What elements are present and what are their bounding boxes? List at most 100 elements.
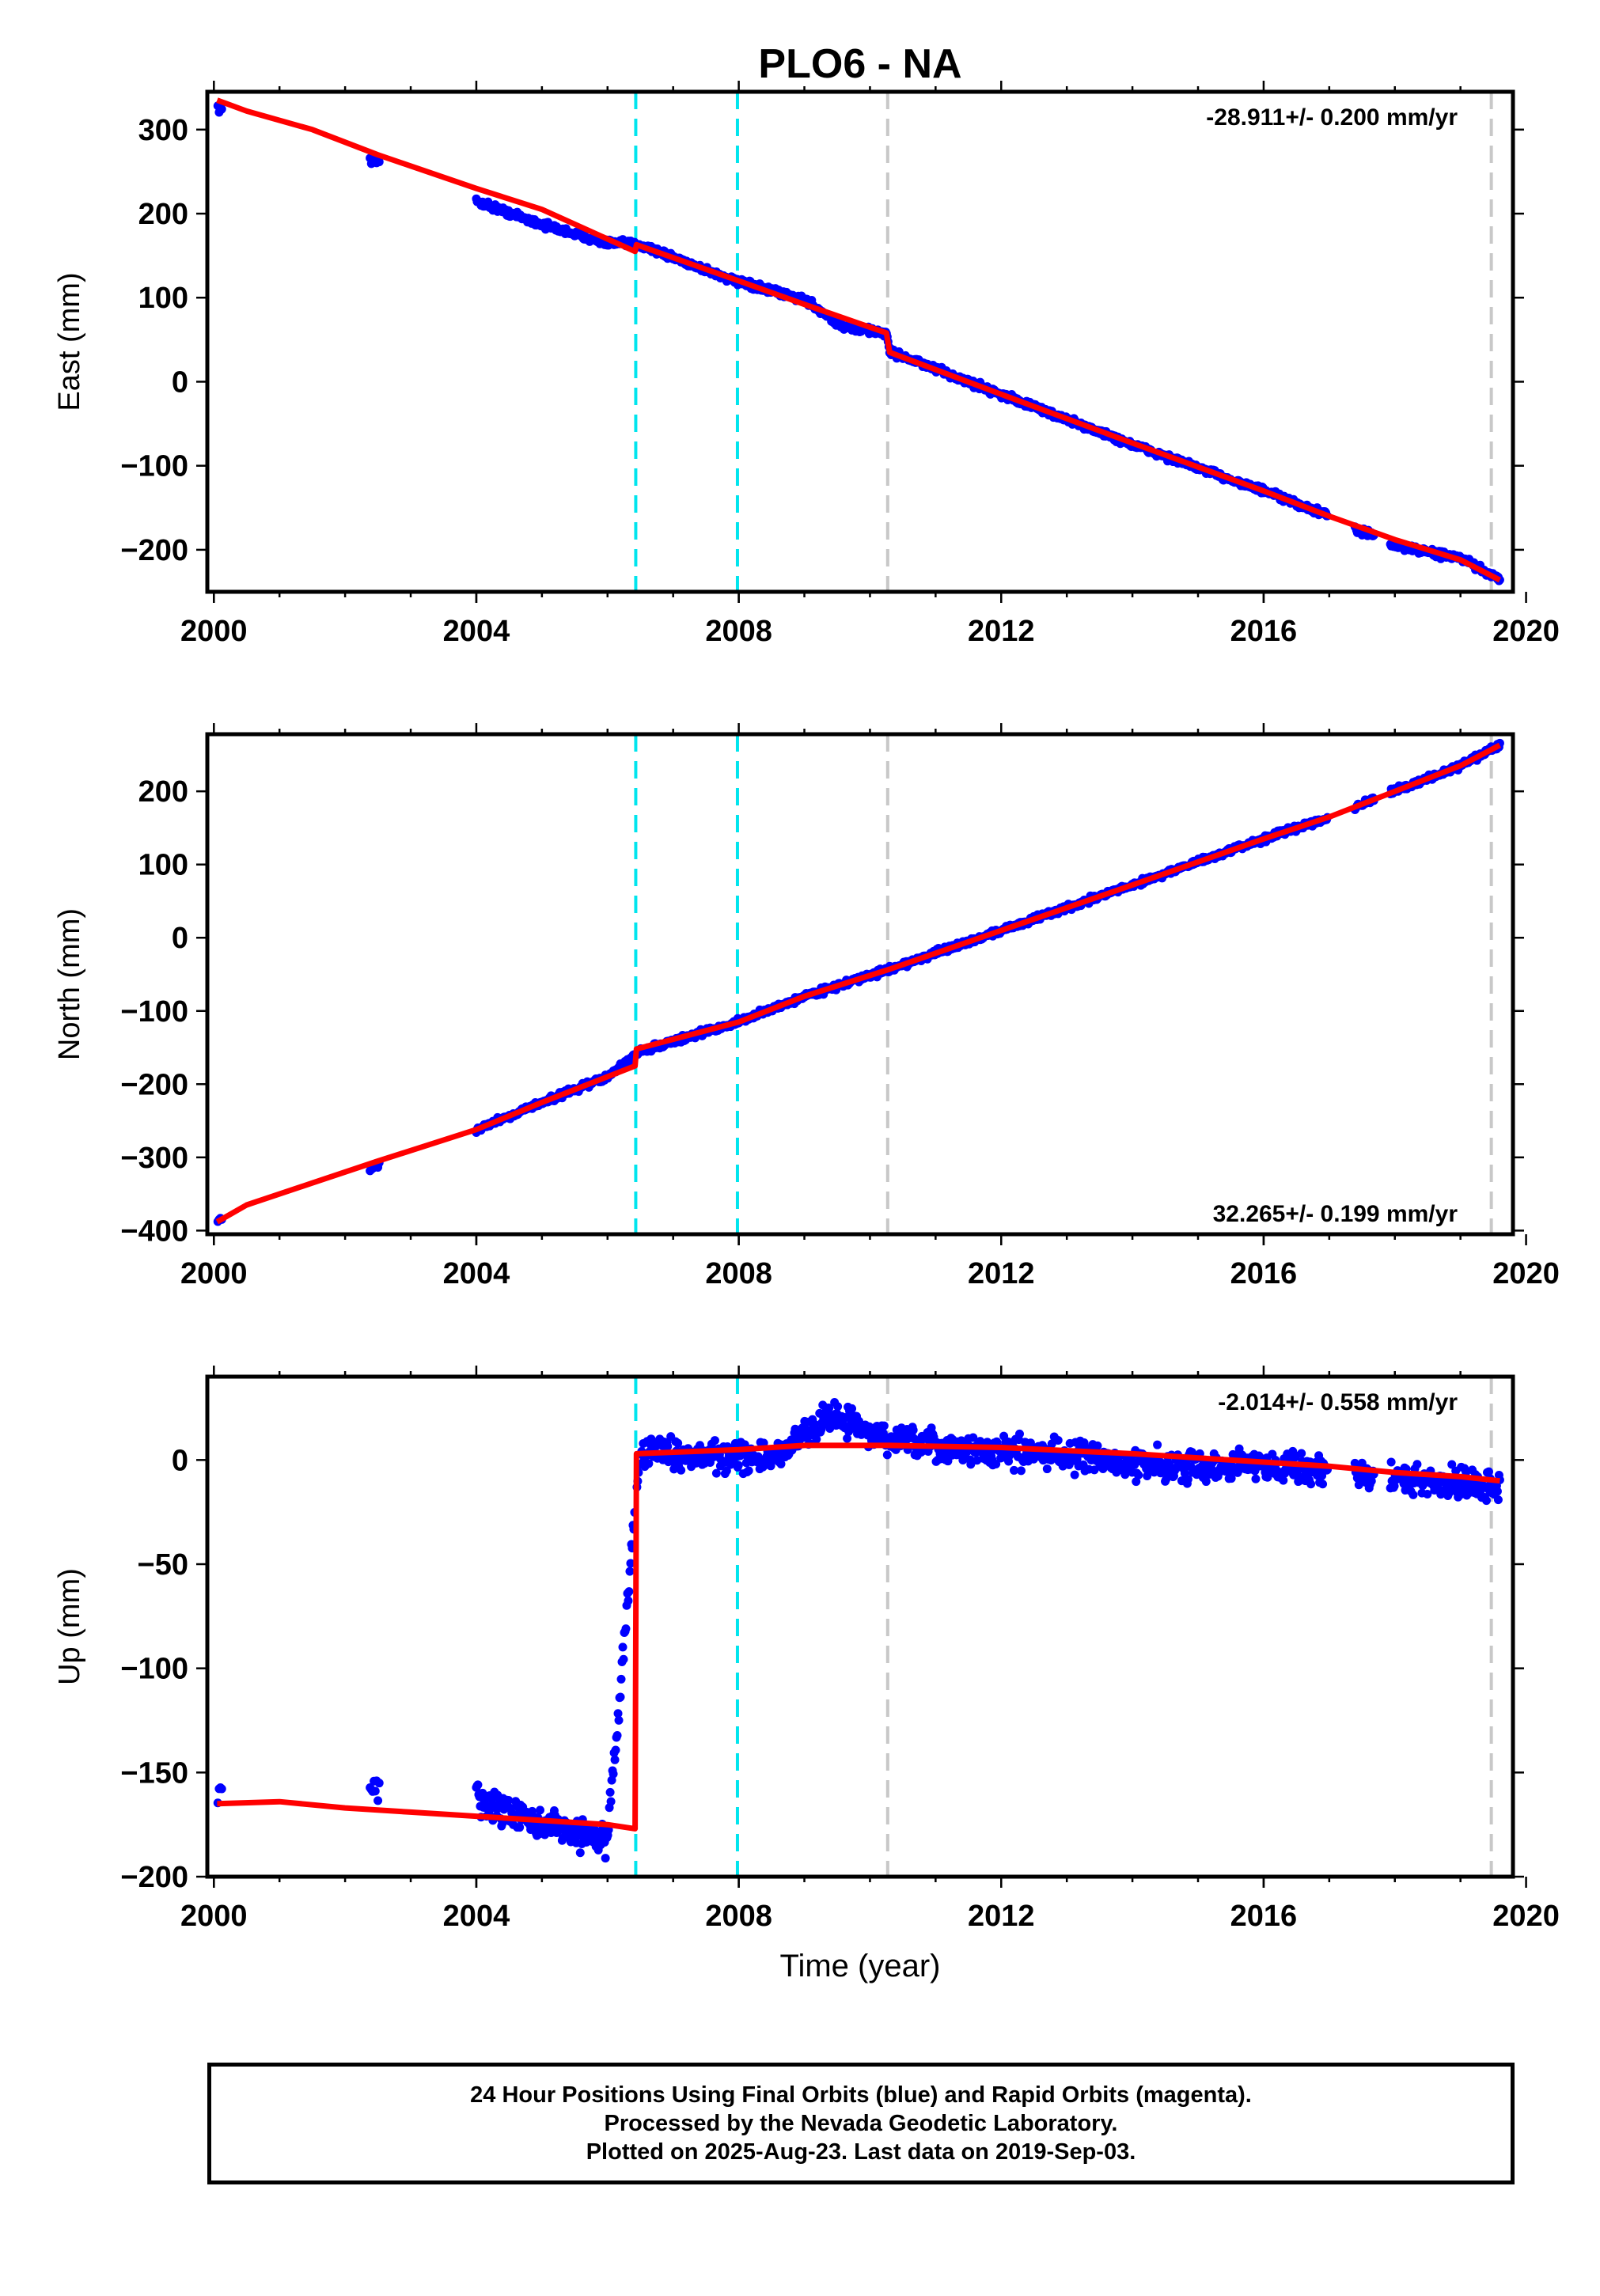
observation-point bbox=[609, 1769, 618, 1779]
observation-point bbox=[1386, 1457, 1396, 1467]
x-tick-label: 2004 bbox=[443, 1900, 510, 1933]
plot-frame bbox=[205, 1374, 1515, 1879]
y-axis-label: Up (mm) bbox=[53, 1568, 86, 1685]
x-tick-label: 2016 bbox=[1230, 1257, 1298, 1290]
observation-point bbox=[1493, 1495, 1503, 1505]
observation-point bbox=[1134, 1470, 1143, 1480]
panel-up: 2000 2004 2008 2012 2016 2020 0 −50 −100 −150 −200… bbox=[53, 1366, 1560, 1983]
y-tick-label: −100 bbox=[120, 450, 188, 483]
y-axis-label: East (mm) bbox=[53, 272, 86, 411]
observation-point bbox=[1093, 1441, 1102, 1450]
observation-point bbox=[611, 1745, 620, 1755]
rate-label: 32.265+/- 0.199 mm/yr bbox=[1213, 1201, 1458, 1227]
observation-point bbox=[616, 1674, 626, 1684]
x-tick-label: 2008 bbox=[705, 1900, 772, 1933]
observation-point bbox=[1409, 1490, 1418, 1499]
model-line bbox=[217, 1442, 1500, 1832]
observation-point bbox=[1227, 1474, 1236, 1483]
observation-point bbox=[1318, 1480, 1328, 1489]
y-tick-label: −50 bbox=[138, 1548, 188, 1582]
observation-point bbox=[614, 1715, 624, 1725]
y-tick-label: 200 bbox=[138, 198, 188, 231]
x-tick-label: 2000 bbox=[180, 1900, 248, 1933]
y-tick-label: −150 bbox=[120, 1756, 188, 1790]
observation-point bbox=[625, 1567, 635, 1576]
observation-point bbox=[626, 1559, 635, 1568]
observation-point bbox=[605, 1787, 615, 1797]
observation-point bbox=[1412, 1460, 1422, 1469]
observation-point bbox=[711, 1468, 721, 1478]
observation-point bbox=[1390, 1481, 1399, 1491]
observation-point bbox=[843, 1434, 852, 1443]
plot-frame bbox=[205, 732, 1515, 1237]
observation-point bbox=[1484, 1467, 1493, 1476]
x-tick-label: 2012 bbox=[968, 1900, 1035, 1933]
observation-point bbox=[991, 1460, 1001, 1469]
y-tick-label: −100 bbox=[120, 995, 188, 1029]
observation-point bbox=[673, 1438, 683, 1448]
observation-dots bbox=[213, 100, 1504, 585]
x-tick-label: 2000 bbox=[180, 615, 248, 648]
observation-point bbox=[864, 1422, 874, 1431]
x-tick-label: 2016 bbox=[1230, 1900, 1298, 1933]
x-tick-label: 2004 bbox=[443, 615, 510, 648]
observation-point bbox=[1162, 1475, 1171, 1484]
observation-point bbox=[575, 1848, 585, 1858]
observation-point bbox=[1153, 1440, 1162, 1449]
observation-point bbox=[776, 1459, 786, 1468]
observation-point bbox=[847, 1404, 857, 1413]
observation-point bbox=[374, 1779, 384, 1788]
y-tick-label: 100 bbox=[138, 282, 188, 315]
x-tick-label: 2016 bbox=[1230, 615, 1298, 648]
observation-point bbox=[621, 1624, 631, 1634]
observation-point bbox=[644, 1459, 654, 1468]
y-tick-label: 0 bbox=[172, 366, 188, 399]
observation-point bbox=[1447, 1460, 1457, 1469]
y-tick-label: −200 bbox=[120, 1068, 188, 1101]
observation-point bbox=[473, 1780, 483, 1790]
y-tick-label: −200 bbox=[120, 534, 188, 567]
x-tick-label: 2012 bbox=[968, 1257, 1035, 1290]
observation-point bbox=[1014, 1429, 1024, 1438]
plot-frame bbox=[205, 89, 1515, 594]
observation-point bbox=[601, 1854, 610, 1863]
observation-point bbox=[677, 1465, 686, 1475]
caption-box: 24 Hour Positions Using Final Orbits (bl… bbox=[207, 2063, 1515, 2184]
observation-point bbox=[710, 1436, 719, 1445]
observation-point bbox=[1482, 1496, 1492, 1506]
observation-point bbox=[722, 1466, 731, 1476]
observation-point bbox=[613, 1709, 623, 1718]
observation-point bbox=[217, 1784, 226, 1794]
observation-point bbox=[610, 1755, 620, 1764]
y-tick-label: 0 bbox=[172, 922, 188, 955]
observation-point bbox=[498, 1819, 507, 1828]
x-tick-label: 2020 bbox=[1492, 615, 1560, 648]
observation-point bbox=[1423, 1490, 1432, 1499]
observation-point bbox=[879, 1421, 889, 1430]
caption-line-2: Processed by the Nevada Geodetic Laborat… bbox=[604, 2111, 1118, 2136]
x-tick-label: 2012 bbox=[968, 615, 1035, 648]
observation-point bbox=[217, 104, 226, 114]
observation-point bbox=[1010, 1465, 1019, 1475]
observation-point bbox=[370, 1786, 380, 1796]
x-tick-label: 2008 bbox=[705, 1257, 772, 1290]
observation-point bbox=[1279, 1476, 1288, 1485]
chart-title: PLO6 - NA bbox=[758, 41, 961, 87]
observation-point bbox=[1029, 1454, 1038, 1464]
observation-point bbox=[812, 1434, 821, 1444]
rate-label: -2.014+/- 0.558 mm/yr bbox=[1218, 1389, 1458, 1415]
x-tick-label: 2020 bbox=[1492, 1257, 1560, 1290]
plot-area bbox=[213, 1377, 1504, 1877]
observation-point bbox=[908, 1425, 918, 1434]
observation-point bbox=[663, 1442, 673, 1451]
observation-point bbox=[374, 157, 384, 167]
x-tick-label: 2020 bbox=[1492, 1900, 1560, 1933]
observation-point bbox=[1183, 1475, 1192, 1484]
observation-point bbox=[1016, 1466, 1026, 1476]
observation-point bbox=[744, 1466, 753, 1476]
x-axis-label: Time (year) bbox=[780, 1949, 941, 1983]
y-tick-label: −200 bbox=[120, 1861, 188, 1894]
caption-line-1: 24 Hour Positions Using Final Orbits (bl… bbox=[470, 2082, 1252, 2108]
observation-point bbox=[528, 1806, 537, 1816]
observation-point bbox=[624, 1596, 633, 1605]
